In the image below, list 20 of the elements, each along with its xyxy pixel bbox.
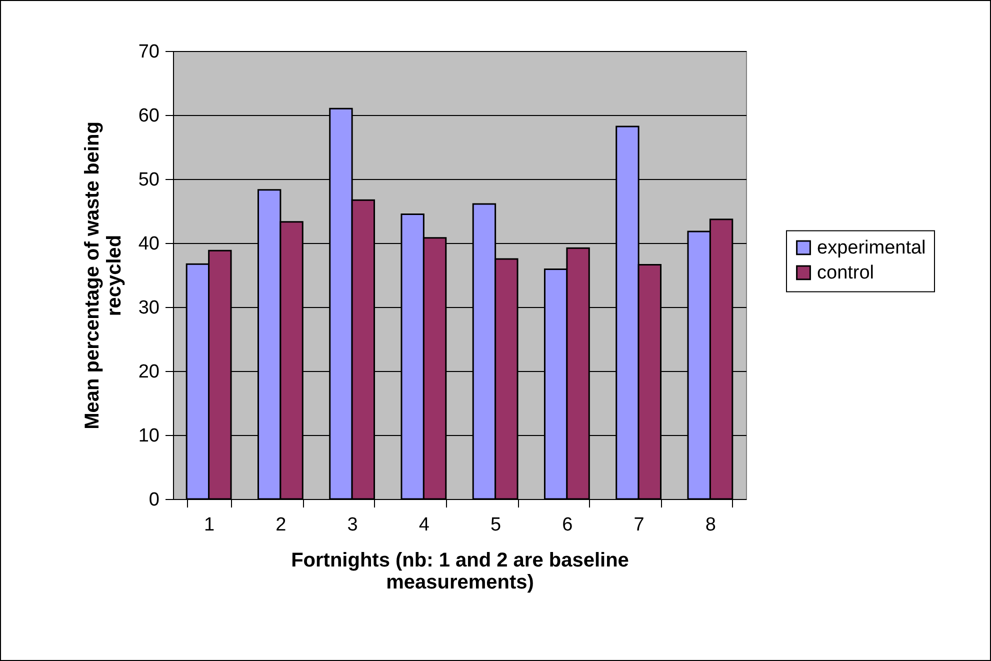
y-tick-label: 50 xyxy=(138,170,160,190)
y-tick-label: 70 xyxy=(138,42,160,62)
x-tick-label: 6 xyxy=(562,514,573,536)
x-tick-label: 7 xyxy=(634,514,644,536)
y-tick-label: 10 xyxy=(138,426,160,446)
x-tick-label: 3 xyxy=(347,514,358,536)
x-tick-label: 2 xyxy=(276,514,286,536)
y-tick-label: 60 xyxy=(138,106,160,126)
x-tick-label: 4 xyxy=(418,514,430,536)
x-tick-label: 8 xyxy=(705,514,716,536)
legend-label: control xyxy=(817,262,874,284)
legend-label: experimental xyxy=(817,238,926,259)
y-tick-label: 40 xyxy=(138,234,160,254)
x-tick-label: 5 xyxy=(490,514,502,536)
y-axis-title: Mean percentage of waste being recycled xyxy=(81,122,126,430)
x-axis-title: Fortnights (nb: 1 and 2 are baseline measurements) xyxy=(291,550,629,594)
y-tick-label: 0 xyxy=(148,490,160,510)
y-tick-label: 30 xyxy=(138,298,160,318)
y-tick-label: 20 xyxy=(138,362,160,382)
x-tick-label: 1 xyxy=(204,514,215,536)
